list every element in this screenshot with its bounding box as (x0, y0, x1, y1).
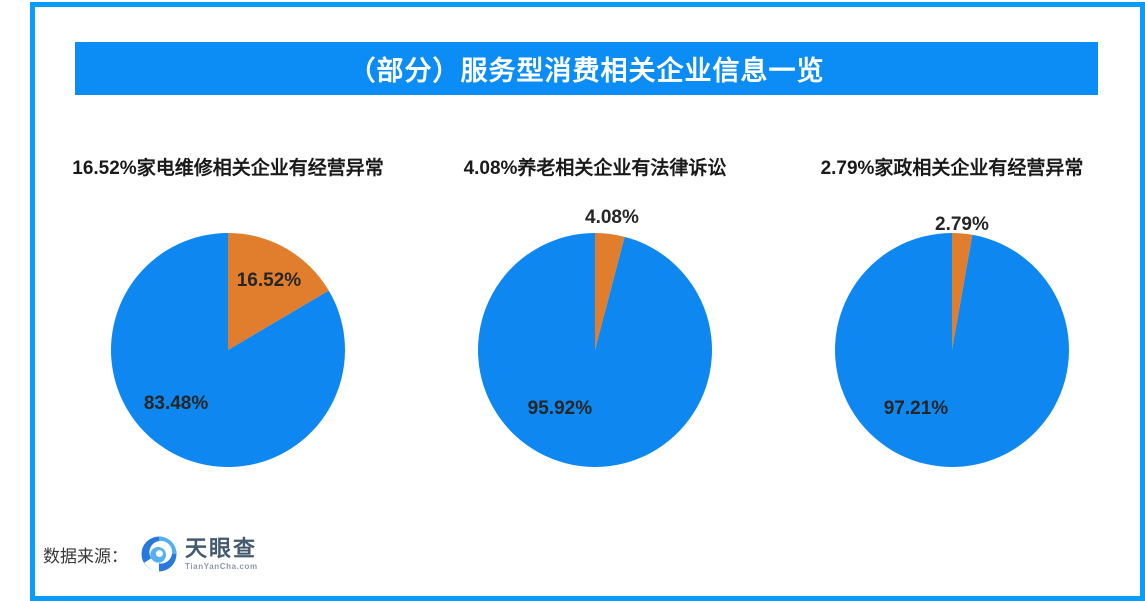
pie-value-label: 4.08% (585, 207, 639, 229)
pie-value-label: 16.52% (236, 269, 302, 291)
title-banner: （部分）服务型消费相关企业信息一览 (75, 42, 1098, 95)
footer: 数据来源： 天眼查 TianYanCha.com (43, 530, 258, 578)
tianyancha-swirl-icon (141, 536, 177, 572)
pie-slice (595, 233, 625, 350)
pie-slice (111, 233, 346, 467)
pie-value-label: 2.79% (935, 214, 989, 236)
pie-value-label: 95.92% (527, 397, 593, 419)
logo-name: 天眼查 (185, 535, 258, 561)
pie-slice (952, 233, 973, 350)
tianyancha-logo: 天眼查 TianYanCha.com (138, 533, 258, 575)
pie-chart-elderly-care: 4.08%养老相关企业有法律诉讼 4.08% 95.92% (425, 145, 765, 505)
pie-slice (228, 233, 329, 350)
page-title: （部分）服务型消费相关企业信息一览 (348, 56, 825, 86)
chart-title: 16.52%家电维修相关企业有经营异常 (72, 158, 384, 179)
pie-graphic (111, 233, 346, 467)
pie-graphic (478, 233, 712, 467)
logo-text: 天眼查 TianYanCha.com (185, 535, 258, 571)
pie-value-label: 83.48% (143, 393, 209, 415)
pie-value-label: 97.21% (883, 397, 949, 419)
pie-chart-housekeeping: 2.79%家政相关企业有经营异常 2.79% 97.21% (782, 145, 1122, 505)
logo-domain: TianYanCha.com (185, 561, 258, 571)
pie-slice (478, 233, 712, 467)
pie-chart-appliance-repair: 16.52%家电维修相关企业有经营异常 16.52% 83.48% (58, 145, 398, 505)
chart-title: 4.08%养老相关企业有法律诉讼 (463, 158, 727, 179)
pie-slice (835, 233, 1069, 467)
chart-title: 2.79%家政相关企业有经营异常 (820, 158, 1084, 179)
data-source-label: 数据来源： (43, 546, 128, 566)
pie-graphic (835, 233, 1069, 467)
